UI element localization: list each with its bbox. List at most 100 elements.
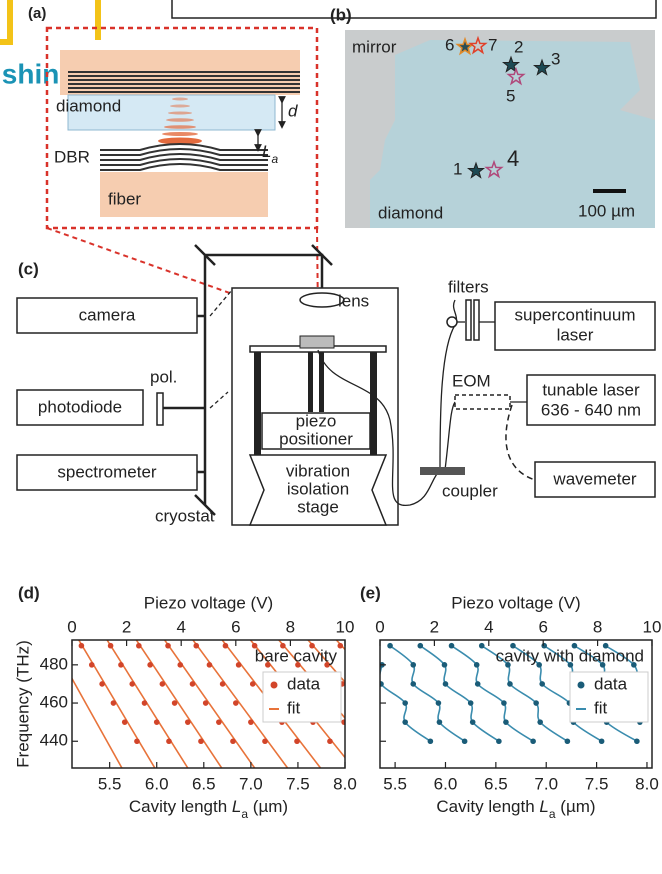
star-label: 5 — [506, 86, 515, 105]
polarizer — [156, 392, 164, 426]
annotation: bare cavity — [255, 646, 338, 665]
label: isolation — [287, 479, 349, 498]
data-point — [507, 681, 513, 687]
data-point — [110, 700, 117, 706]
data-point — [448, 642, 455, 649]
data-point — [539, 681, 545, 687]
x2-axis-label: Piezo voltage (V) — [144, 593, 273, 612]
data-point — [467, 700, 474, 706]
x-tick-label: 6.5 — [192, 774, 216, 793]
data-point — [337, 642, 344, 649]
label: supercontinuum — [515, 305, 636, 324]
wavemeter-box — [534, 461, 656, 498]
legend-box — [262, 671, 342, 723]
data-point — [631, 662, 637, 668]
panel-label: (b) — [330, 5, 352, 24]
data-point — [251, 642, 258, 649]
data-point — [417, 642, 424, 649]
x2-tick-label: 6 — [538, 617, 547, 636]
data-point — [118, 662, 124, 668]
label: 636 - 640 nm — [541, 400, 641, 419]
label: wavemeter — [552, 469, 636, 488]
x-axis-label: a — [241, 807, 248, 821]
data-point — [189, 681, 196, 687]
data-point — [530, 738, 536, 745]
data-point — [598, 738, 605, 745]
data-point — [159, 681, 166, 687]
label: L — [262, 142, 271, 161]
star-label: 2 — [514, 37, 523, 56]
data-point — [295, 662, 301, 668]
fit-line — [77, 640, 156, 768]
data-point — [147, 662, 153, 668]
coupler — [420, 467, 465, 475]
x-axis-label: Cavity length La (µm) — [436, 797, 595, 821]
data-point — [474, 681, 481, 687]
beamsplitter — [209, 289, 233, 317]
label: diamond — [56, 96, 121, 115]
x2-axis-label: Piezo voltage (V) — [451, 593, 580, 612]
label: lens — [338, 291, 369, 310]
label: fiber — [108, 189, 141, 208]
x-tick-label: 6.0 — [434, 774, 458, 793]
beamsplitter — [209, 391, 229, 409]
x-axis-label: (µm) — [556, 797, 596, 816]
x2-tick-label: 2 — [430, 617, 439, 636]
data-point — [501, 700, 507, 706]
plot-area — [72, 640, 345, 768]
x2-tick-label: 2 — [122, 617, 131, 636]
fiber-coupler — [446, 316, 458, 328]
data-point — [129, 681, 136, 687]
x2-tick-label: 0 — [375, 617, 384, 636]
post — [254, 352, 261, 456]
x-tick-label: 6.0 — [145, 774, 169, 793]
x2-tick-label: 6 — [231, 617, 240, 636]
fiber-mount — [319, 352, 324, 412]
header-box — [171, 0, 657, 19]
legend-label: data — [287, 674, 321, 693]
legend-key — [577, 681, 585, 689]
data-point — [410, 681, 417, 687]
data-point — [230, 738, 236, 745]
data-point — [121, 719, 128, 725]
label: positioner — [279, 429, 353, 448]
data-point — [564, 738, 571, 745]
data-point — [165, 642, 171, 649]
logo-mark — [0, 0, 13, 45]
data-point — [99, 681, 105, 687]
data-point — [193, 642, 200, 649]
fit-line — [135, 640, 223, 768]
label: d — [288, 101, 298, 120]
data-point — [280, 642, 286, 649]
annotation: cavity with diamond — [496, 646, 644, 665]
chart: 5.5 6.0 6.5 7.0 7.5 8.0 0 2 4 6 8 10 440 460 480 bare c… — [13, 583, 356, 821]
data-point — [496, 738, 502, 745]
x-tick-label: 6.5 — [484, 774, 508, 793]
data-point — [177, 662, 184, 668]
data-point — [441, 662, 448, 668]
data-point — [436, 719, 443, 725]
label: pol. — [150, 367, 177, 386]
star-label: 7 — [488, 35, 497, 54]
label: piezo — [296, 411, 337, 430]
x-axis-label: L — [539, 797, 548, 816]
y-axis-label: Frequency (THz) — [13, 640, 32, 768]
fiber-line — [444, 401, 456, 471]
data-point — [141, 700, 148, 706]
panel-label: (c) — [18, 259, 39, 278]
data-point — [233, 700, 239, 706]
label: photodiode — [38, 397, 122, 416]
sample — [299, 335, 335, 349]
data-point — [248, 719, 254, 725]
data-point — [567, 662, 574, 668]
panel-b: (b) mirror diamond 100 µm 1 2 3 4 5 6 7 — [330, 5, 655, 228]
x-tick-label: 7.0 — [239, 774, 263, 793]
fit-line — [163, 640, 256, 768]
data-point — [469, 719, 476, 725]
data-point — [380, 681, 384, 687]
x-axis-label: Cavity length — [436, 797, 539, 816]
fiber — [100, 172, 268, 217]
legend-label: data — [594, 674, 628, 693]
data-point — [219, 681, 226, 687]
